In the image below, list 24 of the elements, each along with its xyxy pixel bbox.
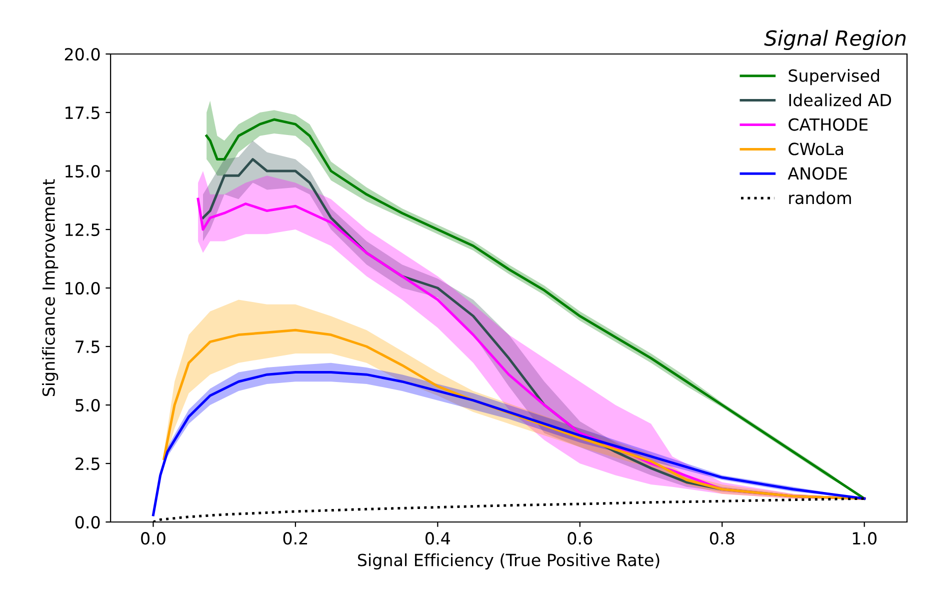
y-tick-label: 12.5 [66, 223, 100, 236]
legend-label: Idealized AD [789, 93, 892, 106]
x-axis-title: Signal Efficiency (True Positive Rate) [358, 553, 660, 570]
x-tick-label: 0.8 [710, 532, 734, 545]
y-tick-label: 0.0 [75, 516, 100, 529]
x-tick-label: 1.0 [852, 532, 876, 545]
y-tick-label: 2.5 [76, 457, 100, 470]
legend-label: CATHODE [788, 118, 868, 131]
y-tick-label: 5.0 [76, 398, 100, 412]
x-tick-label: 0.0 [141, 532, 166, 545]
x-tick-label: 0.6 [568, 532, 592, 545]
y-tick-label: 17.5 [66, 106, 100, 120]
y-axis-title: Significance Improvement [42, 179, 58, 396]
y-tick-label: 10.0 [66, 282, 100, 295]
legend-label: random [789, 191, 851, 204]
y-tick-label: 7.5 [76, 340, 100, 354]
y-tick-label: 20.0 [64, 48, 100, 61]
x-tick-label: 0.4 [426, 532, 450, 545]
x-tick-label: 0.2 [283, 532, 308, 545]
legend-label: Supervised [788, 69, 879, 86]
legend-label: ANODE [788, 167, 847, 180]
y-tick-label: 15.0 [66, 164, 100, 178]
chart-title: Signal Region [764, 30, 906, 50]
legend-label: CWoLa [788, 142, 843, 156]
